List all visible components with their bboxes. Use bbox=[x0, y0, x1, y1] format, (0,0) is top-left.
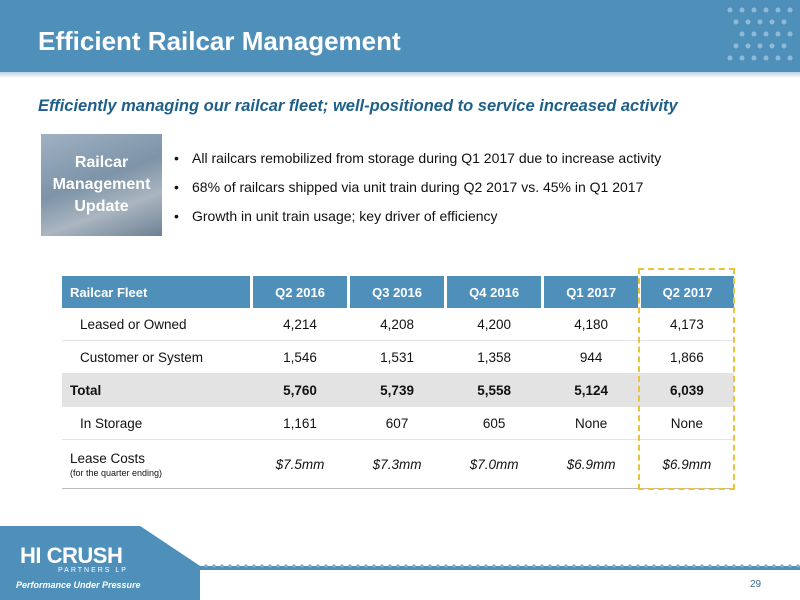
table-cell: 4,200 bbox=[445, 308, 543, 341]
table-cell: 5,124 bbox=[542, 373, 640, 407]
table-cell: 4,180 bbox=[542, 308, 640, 341]
row-label: Customer or System bbox=[62, 340, 252, 374]
table-cell: 1,866 bbox=[639, 340, 734, 374]
company-logo: HI CRUSH bbox=[20, 543, 123, 568]
table-row: In Storage 1,161 607 605 None None bbox=[62, 406, 734, 440]
header-bar bbox=[0, 0, 800, 72]
table-cell: 1,546 bbox=[251, 340, 349, 374]
header-shadow bbox=[0, 72, 800, 78]
page-number: 29 bbox=[750, 579, 762, 590]
tagline: Performance Under Pressure bbox=[16, 580, 141, 590]
table-total-row: Total 5,760 5,739 5,558 5,124 6,039 bbox=[62, 373, 734, 407]
railcar-fleet-table: Railcar Fleet Q2 2016 Q3 2016 Q4 2016 Q1… bbox=[62, 276, 734, 489]
table-cell: 6,039 bbox=[639, 373, 734, 407]
table-cell: 1,358 bbox=[445, 340, 543, 374]
table-cell: 944 bbox=[542, 340, 640, 374]
bullet-list: All railcars remobilized from storage du… bbox=[172, 148, 661, 235]
table-cell: 4,214 bbox=[251, 308, 349, 341]
badge-line: Update bbox=[74, 198, 129, 215]
table-cell: $6.9mm bbox=[542, 439, 640, 489]
row-label: Lease Costs (for the quarter ending) bbox=[62, 439, 252, 489]
row-label: Total bbox=[62, 373, 252, 407]
table-header-row: Railcar Fleet Q2 2016 Q3 2016 Q4 2016 Q1… bbox=[62, 276, 734, 308]
row-label: Leased or Owned bbox=[62, 308, 252, 341]
column-header: Q2 2016 bbox=[251, 276, 351, 308]
table-cell: 5,760 bbox=[251, 373, 349, 407]
table-cell: 4,208 bbox=[348, 308, 446, 341]
table-cell: $7.5mm bbox=[251, 439, 349, 489]
badge-text: Railcar Management Update bbox=[41, 152, 162, 218]
q2-2017-highlight-box bbox=[638, 268, 735, 490]
bullet-item: 68% of railcars shipped via unit train d… bbox=[172, 177, 661, 206]
badge-line: Railcar bbox=[74, 154, 129, 171]
table-cell: 607 bbox=[348, 406, 446, 440]
table-cell: 5,558 bbox=[445, 373, 543, 407]
table-cell: 1,161 bbox=[251, 406, 349, 440]
bullet-item: Growth in unit train usage; key driver o… bbox=[172, 206, 661, 235]
table-cell: $7.0mm bbox=[445, 439, 543, 489]
railcar-update-badge: Railcar Management Update bbox=[41, 134, 162, 236]
table-row: Leased or Owned 4,214 4,208 4,200 4,180 … bbox=[62, 308, 734, 341]
column-header: Q3 2016 bbox=[348, 276, 448, 308]
table-cell: 4,173 bbox=[639, 308, 734, 341]
slide-title: Efficient Railcar Management bbox=[38, 26, 401, 56]
table-cell: 1,531 bbox=[348, 340, 446, 374]
table-cell: None bbox=[639, 406, 734, 440]
slide-subtitle: Efficiently managing our railcar fleet; … bbox=[38, 97, 678, 115]
table-cell: None bbox=[542, 406, 640, 440]
column-header: Q4 2016 bbox=[445, 276, 545, 308]
table-cell: 605 bbox=[445, 406, 543, 440]
table-row: Lease Costs (for the quarter ending) $7.… bbox=[62, 439, 734, 489]
footer-shape bbox=[0, 526, 800, 600]
footer-dot-line bbox=[204, 564, 800, 568]
lease-costs-label: Lease Costs bbox=[70, 450, 146, 466]
table-cell: 5,739 bbox=[348, 373, 446, 407]
row-label: In Storage bbox=[62, 406, 252, 440]
column-header: Q1 2017 bbox=[542, 276, 642, 308]
table-row: Customer or System 1,546 1,531 1,358 944… bbox=[62, 340, 734, 374]
table-cell: $7.3mm bbox=[348, 439, 446, 489]
badge-line: Management bbox=[52, 176, 151, 193]
column-header: Railcar Fleet bbox=[62, 276, 253, 308]
decorative-dots bbox=[727, 7, 793, 61]
column-header: Q2 2017 bbox=[639, 276, 734, 308]
bullet-item: All railcars remobilized from storage du… bbox=[172, 148, 661, 177]
logo-subtext: PARTNERS LP bbox=[58, 567, 128, 574]
lease-costs-sublabel: (for the quarter ending) bbox=[70, 467, 163, 478]
table-cell: $6.9mm bbox=[639, 439, 734, 489]
